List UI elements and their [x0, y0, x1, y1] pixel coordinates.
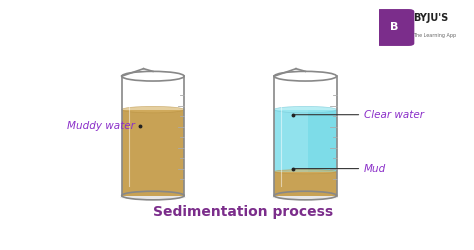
- Bar: [122, 110, 184, 196]
- Text: Mud: Mud: [295, 164, 386, 173]
- Text: B: B: [390, 22, 399, 32]
- Text: BYJU'S: BYJU'S: [413, 12, 449, 22]
- Ellipse shape: [273, 195, 338, 200]
- Text: Clear water: Clear water: [295, 110, 424, 120]
- Text: Sedimentation process: Sedimentation process: [153, 205, 333, 219]
- Bar: [274, 172, 337, 196]
- Ellipse shape: [274, 170, 337, 174]
- Bar: [274, 110, 309, 172]
- Ellipse shape: [122, 71, 184, 81]
- Ellipse shape: [120, 195, 186, 200]
- FancyBboxPatch shape: [375, 9, 414, 46]
- Text: Muddy water: Muddy water: [66, 121, 140, 131]
- Text: The Learning App: The Learning App: [413, 33, 456, 38]
- Bar: [274, 110, 337, 172]
- Ellipse shape: [274, 106, 337, 113]
- Ellipse shape: [274, 71, 337, 81]
- Ellipse shape: [122, 106, 184, 113]
